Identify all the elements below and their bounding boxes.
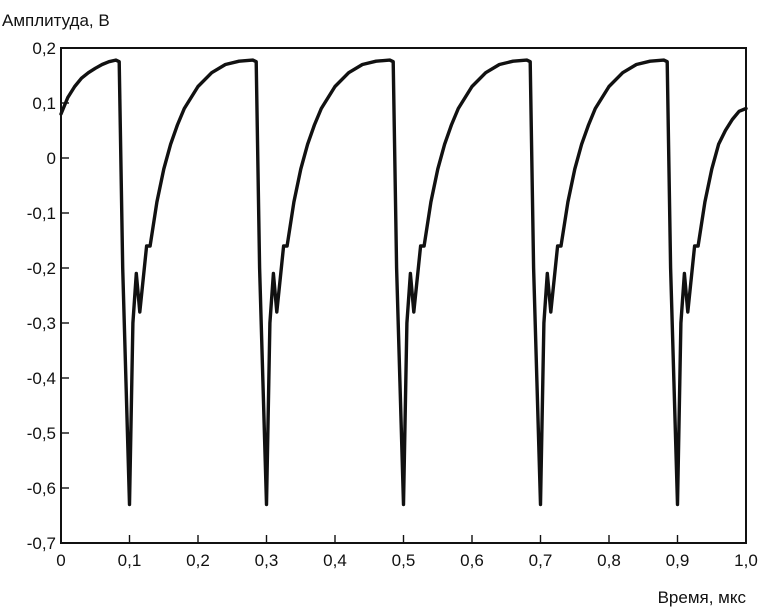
x-tick-label: 0,1 [118, 551, 142, 570]
x-tick-label: 0,4 [323, 551, 347, 570]
series-line [59, 58, 748, 507]
x-tick-label: 0,6 [460, 551, 484, 570]
y-tick-label: -0,3 [27, 314, 56, 333]
x-tick-label: 1,0 [734, 551, 758, 570]
x-tick-label: 0,9 [666, 551, 690, 570]
plot-frame [60, 47, 747, 544]
x-tick-label: 0,8 [597, 551, 621, 570]
x-axis-label: Время, мкс [658, 588, 747, 607]
x-tick-label: 0,2 [186, 551, 210, 570]
y-tick-label: -0,2 [27, 259, 56, 278]
y-tick-label: -0,5 [27, 424, 56, 443]
x-axis-ticks: 0 0,1 0,2 0,3 0,4 0,5 0,6 0,7 0,8 0,9 1,0 [56, 535, 758, 570]
y-tick-label: 0,2 [32, 39, 56, 58]
y-tick-label: -0,6 [27, 479, 56, 498]
x-tick-label: 0,3 [255, 551, 279, 570]
y-axis-label: Амплитуда, В [2, 11, 110, 30]
y-tick-label: -0,7 [27, 534, 56, 553]
y-axis-ticks: 0,2 0,1 0 -0,1 -0,2 -0,3 -0,4 -0,5 -0,6 -0,7 [27, 39, 69, 553]
y-tick-label: -0,4 [27, 369, 56, 388]
x-tick-label: 0,7 [529, 551, 553, 570]
y-tick-label: -0,1 [27, 204, 56, 223]
y-tick-label: 0 [47, 149, 56, 168]
x-tick-label: 0,5 [392, 551, 416, 570]
y-tick-label: 0,1 [32, 94, 56, 113]
x-tick-label: 0 [56, 551, 65, 570]
